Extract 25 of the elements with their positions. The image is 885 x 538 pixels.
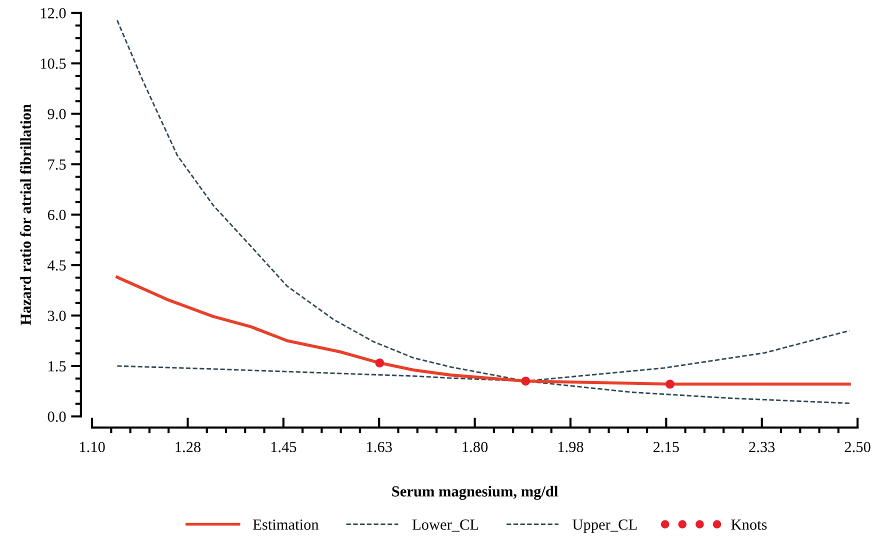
legend-label: Knots bbox=[731, 520, 767, 530]
x-tick-label: 1.98 bbox=[558, 442, 584, 452]
y-tick-label: 0.0 bbox=[48, 412, 66, 422]
legend-label: Estimation bbox=[253, 520, 319, 530]
x-axis-title: Serum magnesium, mg/dl bbox=[392, 486, 558, 500]
y-tick-label: 12.0 bbox=[40, 8, 66, 18]
y-tick-label: 6.0 bbox=[48, 210, 66, 220]
y-tick-label: 9.0 bbox=[48, 108, 66, 120]
y-tick-label: 1.5 bbox=[48, 361, 66, 372]
legend-label: Lower_CL bbox=[412, 520, 478, 532]
x-tick-label: 2.15 bbox=[653, 442, 679, 452]
y-tick-label: 4.5 bbox=[48, 260, 66, 271]
x-tick-label: 1.63 bbox=[367, 442, 392, 452]
x-tick-label: 1.45 bbox=[271, 442, 296, 452]
y-tick-label: 10.5 bbox=[40, 58, 66, 69]
line-series bbox=[116, 365, 850, 404]
x-tick-label: 1.28 bbox=[176, 442, 201, 452]
x-tick-label: 1.10 bbox=[80, 442, 105, 452]
y-axis-title: Hazard ratio for atrial fibrillation bbox=[20, 104, 31, 326]
legend-label: Upper_CL bbox=[572, 520, 637, 533]
x-tick-label: 2.33 bbox=[749, 442, 775, 452]
y-tick-label: 3.0 bbox=[48, 310, 66, 322]
x-tick-label: 1.80 bbox=[462, 442, 488, 452]
y-tick-label: 7.5 bbox=[48, 160, 66, 170]
x-tick-label: 2.50 bbox=[844, 442, 870, 452]
